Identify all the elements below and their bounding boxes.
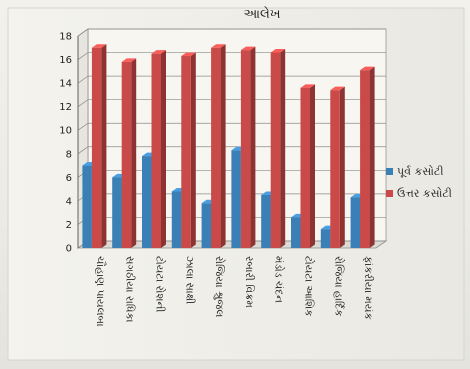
legend: પૂર્વ કસોટી ઉત્તર કસોટી	[386, 165, 452, 200]
x-tick-label: રોજિયા હાર્દિક	[332, 256, 345, 317]
y-tick-label: 12	[59, 102, 72, 113]
y-tick-label: 14	[59, 79, 72, 90]
legend-swatch	[386, 168, 393, 175]
gridline	[77, 122, 386, 131]
gridline	[77, 52, 386, 60]
legend-label: પૂર્વ કસોટી	[397, 165, 443, 178]
legend-label: ઉત્તર કસોટી	[397, 187, 452, 200]
gridline	[77, 75, 386, 84]
bar-post-test	[300, 84, 315, 248]
x-tick-label: ટોયટા રોશની	[154, 256, 167, 312]
y-tick-label: 2	[66, 220, 72, 231]
bar-post-test	[211, 44, 226, 249]
y-tick-label: 10	[59, 126, 72, 137]
bar-post-test	[181, 52, 196, 249]
bar-post-test	[91, 44, 107, 249]
x-tick-label: ઝાલા સાક્ષી	[183, 256, 196, 304]
bar-post-test	[240, 46, 256, 249]
y-axis: 0 2 4 6 8 10 12 14 16 18	[59, 32, 79, 255]
y-tick-label: 4	[66, 196, 72, 207]
bar-post-test	[121, 58, 137, 249]
x-axis-labels: ચૌહાણ પાયલબા સગઠીયા રાધિકા ટોયટા રોશની ઝાલા…	[94, 256, 375, 327]
x-tick-label: ચૌહાણ પાયલબા	[94, 256, 108, 327]
x-tick-label: મંડોડ ચંદન	[273, 256, 286, 303]
bars	[82, 44, 375, 249]
gridline	[77, 28, 386, 37]
legend-swatch	[386, 190, 393, 197]
gridline	[77, 99, 386, 107]
x-tick-label: ટોયટા આશિક	[303, 256, 316, 317]
y-tick-label: 16	[59, 55, 72, 66]
bar-post-test	[270, 48, 286, 248]
x-tick-label: સગઠીયા રાધિકા	[124, 256, 137, 323]
y-tick-label: 6	[66, 173, 72, 184]
bar-post-test	[330, 86, 345, 248]
y-tick-label: 0	[66, 244, 72, 255]
x-tick-label: ફાંકરીયા મયંક	[362, 256, 375, 320]
y-tick-label: 18	[59, 32, 72, 43]
y-tick-label: 8	[66, 149, 72, 160]
gridline	[77, 146, 386, 155]
x-tick-label: રોજિયા શ્રુજલ	[213, 256, 226, 317]
chart-title: આલેખ	[243, 6, 280, 22]
x-tick-label: રબારી વિક્રમ	[243, 256, 256, 309]
bar-post-test	[151, 50, 166, 248]
bar-post-test	[360, 66, 375, 249]
